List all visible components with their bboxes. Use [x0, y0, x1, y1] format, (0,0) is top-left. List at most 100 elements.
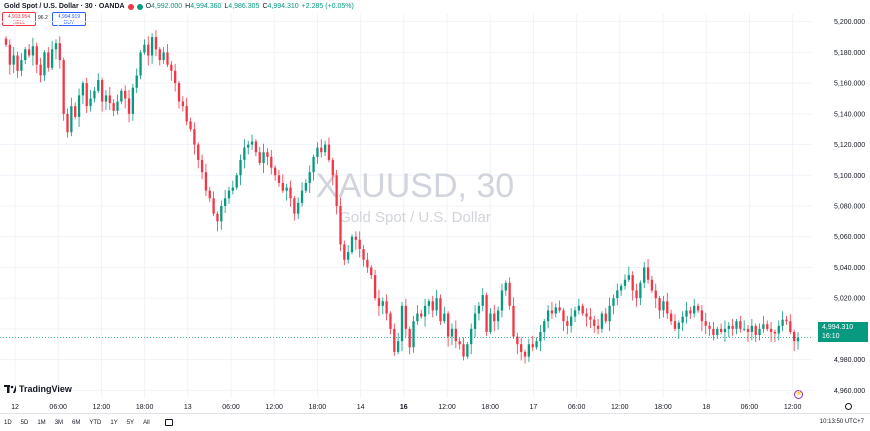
symbol-title[interactable]: Gold Spot / U.S. Dollar · 30 · OANDA: [4, 3, 125, 10]
range-1d[interactable]: 1D: [4, 419, 12, 426]
candle-body: [477, 305, 481, 314]
range-6m[interactable]: 6M: [72, 419, 81, 426]
candle-body: [666, 301, 669, 314]
candle-body: [577, 305, 581, 311]
candle-body: [427, 301, 431, 306]
sell-price: 4,993.954: [7, 14, 31, 20]
candle-body: [489, 313, 492, 332]
candle-body: [789, 321, 792, 332]
candle-body: [258, 152, 261, 163]
candle-body: [512, 305, 515, 337]
candle-body: [377, 298, 381, 306]
candle-body: [446, 313, 450, 337]
candle-body: [277, 175, 281, 183]
range-ytd[interactable]: YTD: [89, 419, 102, 426]
candle-body: [227, 190, 231, 199]
candle-body: [500, 290, 504, 311]
candle-body: [320, 147, 323, 153]
candle-body: [170, 64, 173, 71]
candle-body: [273, 167, 277, 176]
candle-body: [389, 313, 392, 329]
candle-body: [493, 313, 496, 322]
range-1y[interactable]: 1Y: [110, 419, 118, 426]
candle-body: [520, 344, 523, 352]
candle-body: [681, 316, 684, 323]
utc-clock[interactable]: 10:13:50 UTC+7: [819, 419, 864, 425]
time-axis[interactable]: 12 06:00 12:00 18:00 13 06:00 12:00 18:00 14 16 12…: [11, 404, 801, 411]
candle-body: [308, 172, 311, 183]
range-all[interactable]: All: [143, 419, 150, 426]
candle-body: [685, 310, 688, 317]
price-tick-label: 5,180.000: [834, 50, 865, 57]
candle-body: [231, 187, 234, 191]
candle-body: [339, 206, 342, 245]
candle-body: [158, 49, 161, 61]
candle-body: [712, 328, 715, 336]
candle-body: [554, 307, 557, 314]
candle-body: [116, 101, 119, 111]
range-3m[interactable]: 3M: [54, 419, 64, 426]
candle-body: [516, 336, 519, 345]
candle-body: [708, 325, 711, 329]
go-to-realtime-icon[interactable]: [845, 403, 852, 410]
time-tick-label: 16: [400, 404, 408, 411]
bar-countdown: 16:10: [822, 333, 840, 340]
candle-body: [58, 43, 61, 61]
candle-body: [535, 341, 538, 348]
candle-body: [758, 328, 761, 336]
range-1m[interactable]: 1M: [37, 419, 46, 426]
candle-body: [247, 144, 250, 148]
sell-button[interactable]: 4,993.954 SELL: [2, 12, 36, 26]
price-axis[interactable]: 5,200.000 5,180.000 5,160.000 5,140.000 5,12…: [834, 19, 865, 395]
candle-body: [485, 295, 488, 332]
range-5y[interactable]: 5Y: [126, 419, 135, 426]
candle-body: [370, 267, 373, 276]
candle-body: [397, 341, 400, 352]
candle-body: [100, 80, 104, 102]
time-tick-label: 13: [184, 404, 192, 411]
time-tick-label: 06:00: [49, 404, 67, 411]
candle-body: [462, 344, 465, 357]
tradingview-logo[interactable]: TradingView: [4, 384, 72, 394]
candle-body: [43, 52, 46, 76]
price-chart[interactable]: XAUUSD, 30 Gold Spot / U.S. Dollar 5,200…: [0, 0, 870, 413]
candle-body: [97, 80, 100, 91]
range-5d[interactable]: 5D: [20, 419, 29, 426]
candle-body: [466, 344, 469, 357]
candle-body: [266, 152, 269, 157]
candle-body: [297, 202, 300, 214]
watermark-name: Gold Spot / U.S. Dollar: [339, 209, 491, 226]
candle-body: [408, 328, 411, 348]
buy-label: BUY: [63, 20, 75, 26]
candle-body: [412, 321, 415, 348]
candle-body: [400, 305, 404, 342]
candle-body: [639, 282, 642, 299]
candle-body: [50, 49, 54, 68]
price-tick-label: 5,080.000: [834, 204, 865, 211]
candle-body: [366, 259, 369, 268]
candle-body: [197, 144, 200, 160]
candle-body: [631, 275, 634, 291]
candle-body: [181, 101, 185, 107]
candle-body: [212, 198, 215, 214]
candle-body: [93, 90, 96, 99]
candle-body: [420, 313, 423, 317]
candle-body: [47, 52, 50, 68]
candle-body: [381, 301, 384, 306]
candle-body: [220, 206, 223, 222]
chart-grid: [0, 14, 812, 398]
candle-body: [312, 156, 315, 173]
calendar-icon[interactable]: [164, 419, 173, 426]
candle-body: [570, 316, 573, 326]
candle-body: [270, 156, 273, 168]
candle-body: [796, 337, 800, 342]
buy-button[interactable]: 4,994.919 BUY: [52, 12, 86, 26]
logo-text: TradingView: [19, 384, 72, 394]
candle-body: [781, 319, 784, 326]
candles: [4, 30, 800, 364]
candle-body: [727, 325, 730, 329]
candle-body: [700, 310, 704, 322]
flash-icon[interactable]: ⚡: [794, 390, 803, 399]
market-status-dot-icon: [136, 4, 143, 10]
candle-body: [546, 310, 550, 322]
